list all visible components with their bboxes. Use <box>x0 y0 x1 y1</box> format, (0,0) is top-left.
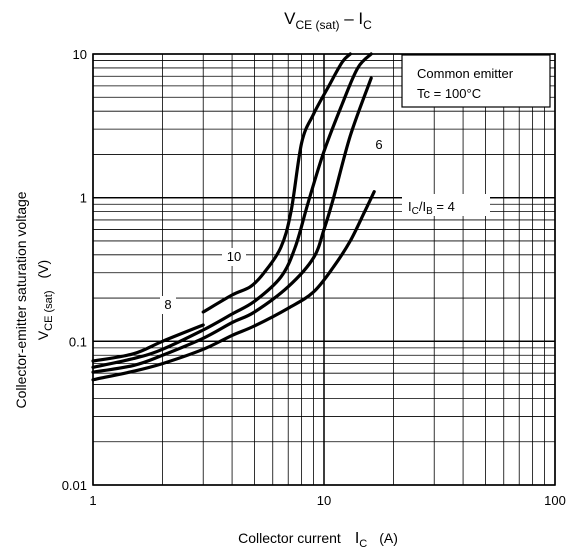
title-var: V <box>284 9 296 28</box>
y-tick-label: 0.01 <box>62 478 87 493</box>
plot-frame <box>92 53 556 486</box>
y-tick-label: 10 <box>73 47 87 62</box>
label-bg-10 <box>222 248 246 266</box>
y-tick-label: 1 <box>80 191 87 206</box>
title-dash: – I <box>340 9 364 28</box>
x-axis-label: Collector current IC (A) <box>238 530 398 550</box>
label-bg-6 <box>371 136 387 154</box>
curve-ic-ib-8 <box>91 52 373 369</box>
title-var2-sub: C <box>363 18 372 32</box>
curve-ic-ib-6 <box>91 76 373 374</box>
curve-label-4: IC/IB = 4 <box>408 199 455 217</box>
x-tick-label: 1 <box>89 493 96 508</box>
curve-label-6: 6 <box>375 137 382 152</box>
curve-ic-ib-extra <box>91 323 205 363</box>
curves <box>91 52 376 382</box>
legend-line1: Common emitter <box>417 66 514 81</box>
label-bg-4 <box>402 194 490 216</box>
y-tick-label: 0.1 <box>69 334 87 349</box>
chart-title: VCE (sat) – IC <box>284 9 372 32</box>
title-var-sub: CE (sat) <box>296 18 340 32</box>
curve-labels: IC/IB = 4 6 8 10 <box>160 136 490 314</box>
y-axis-label: Collector-emitter saturation voltage VCE… <box>13 191 55 408</box>
curve-label-10: 10 <box>227 249 241 264</box>
y-axis-label-line1: Collector-emitter saturation voltage <box>13 191 29 408</box>
y-axis-label-line2: VCE (sat)(V) <box>35 260 55 340</box>
curve-label-8: 8 <box>164 297 171 312</box>
legend-line2: Tc = 100°C <box>417 86 481 101</box>
x-tick-label: 10 <box>317 493 331 508</box>
grid <box>92 53 556 486</box>
curve-ic-ib-10 <box>201 52 352 314</box>
tick-labels: 1 10 100 0.01 0.1 1 10 <box>62 47 566 508</box>
label-bg-8 <box>160 296 176 314</box>
legend-box: Common emitter Tc = 100°C <box>401 54 551 108</box>
x-tick-label: 100 <box>544 493 566 508</box>
legend-frame <box>401 54 551 108</box>
curve-ic-ib-4 <box>91 190 376 382</box>
